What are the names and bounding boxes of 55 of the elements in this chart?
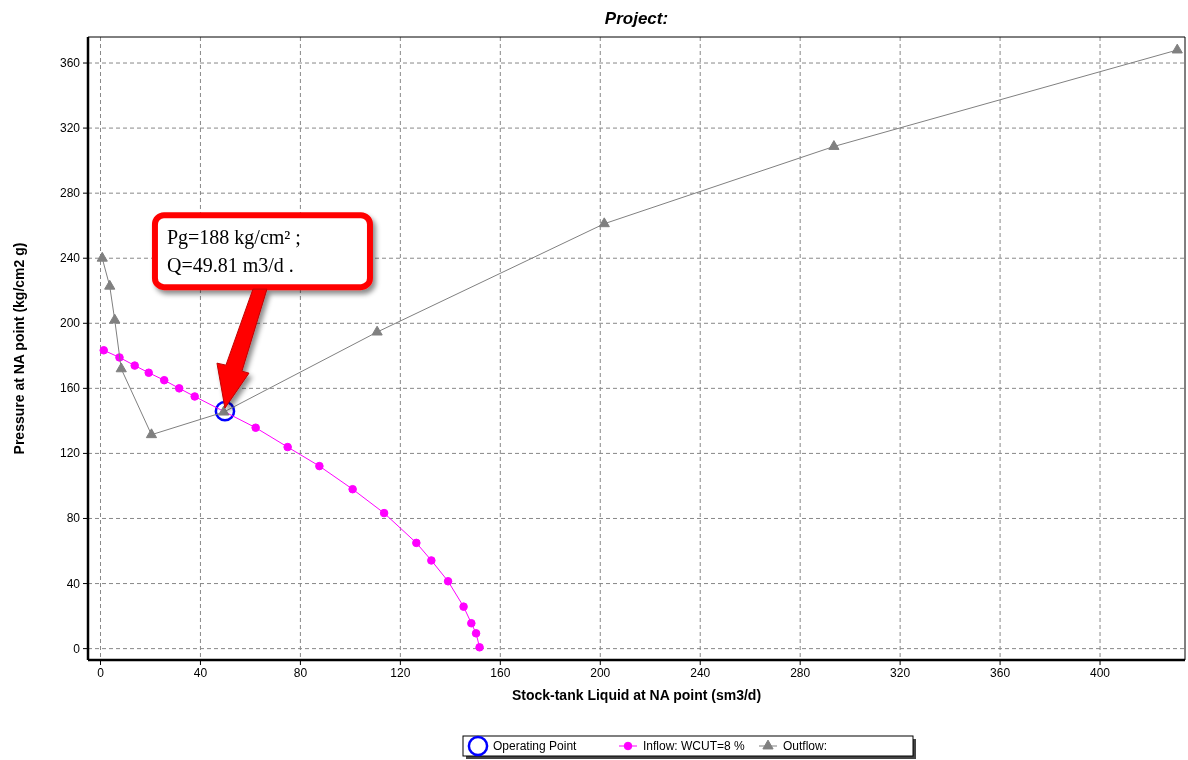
x-tick-label: 200	[590, 666, 611, 680]
point	[315, 461, 324, 471]
point	[348, 484, 357, 494]
point	[145, 428, 158, 439]
annotation: Pg=188 kg/cm² ; Q=49.81 m3/d .	[166, 226, 301, 277]
x-tick-label: 40	[193, 666, 208, 680]
x-tick-label: 360	[990, 666, 1011, 680]
legend-label: Operating Point	[493, 739, 578, 753]
point	[1171, 43, 1183, 54]
point	[471, 629, 481, 638]
point	[109, 313, 121, 324]
y-tick-label: 160	[59, 381, 81, 396]
point	[427, 556, 436, 565]
point	[828, 140, 840, 150]
legend-label: Inflow: WCUT=8 %	[643, 739, 746, 753]
chart-title: Project:	[604, 9, 669, 28]
point	[115, 362, 127, 373]
point	[459, 602, 468, 611]
y-tick-label: 360	[59, 56, 81, 71]
point	[96, 251, 108, 262]
y-tick-label: 0	[73, 641, 81, 656]
point	[130, 361, 140, 370]
point	[443, 576, 453, 586]
x-axis-title: Stock-tank Liquid at NA point (sm3/d)	[511, 687, 762, 703]
point	[144, 368, 154, 378]
x-tick-label: 240	[690, 666, 711, 680]
point	[190, 392, 199, 401]
y-tick-label: 240	[59, 251, 81, 266]
y-tick-label: 200	[59, 316, 81, 331]
x-tick-label: 0	[97, 666, 105, 680]
y-tick-label: 40	[66, 576, 81, 591]
point	[475, 643, 484, 652]
x-tick-label: 400	[1090, 666, 1111, 680]
point	[412, 538, 421, 548]
y-tick-label: 320	[59, 121, 81, 136]
point	[371, 325, 383, 336]
point	[99, 346, 109, 355]
x-tick-label: 120	[390, 666, 411, 680]
legend-label: Outflow:	[783, 739, 828, 753]
point	[283, 442, 292, 452]
x-tick-label: 320	[890, 666, 911, 680]
y-tick-label: 120	[59, 446, 81, 461]
point	[379, 508, 389, 518]
x-tick-label: 80	[293, 666, 308, 680]
y-tick-label: 280	[59, 186, 81, 201]
point	[174, 384, 184, 393]
y-axis-title: Pressure at NA point (kg/cm2 g)	[11, 242, 27, 455]
point	[159, 375, 169, 385]
point	[104, 279, 116, 290]
point	[467, 618, 476, 628]
x-tick-label: 160	[490, 666, 511, 680]
y-tick-label: 80	[66, 511, 81, 526]
point	[251, 423, 260, 432]
point	[598, 217, 610, 228]
x-tick-label: 280	[790, 666, 811, 680]
